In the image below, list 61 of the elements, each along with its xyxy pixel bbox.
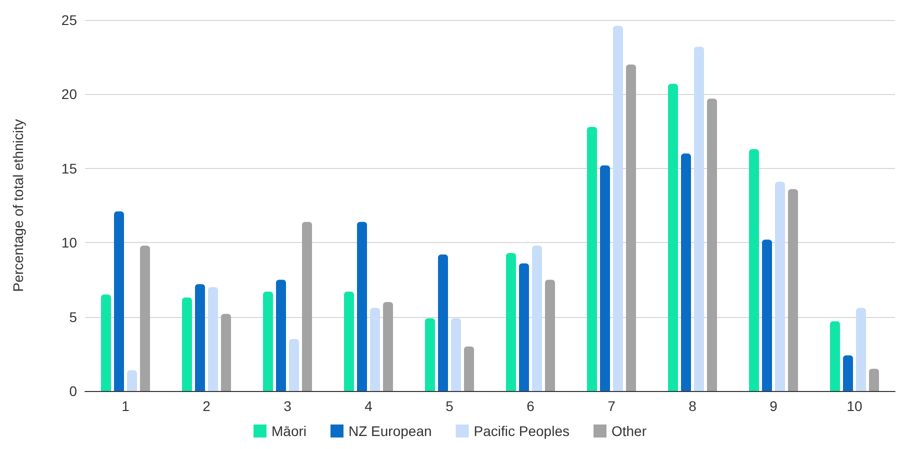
legend-label: Māori [271,423,307,439]
bar [519,263,529,391]
bar [707,98,717,391]
bar [302,222,312,391]
x-tick-label: 1 [122,398,130,414]
x-tick-label: 2 [202,398,211,414]
bar [127,370,137,391]
bar [370,308,380,391]
bar [545,280,555,391]
bar [451,318,461,391]
legend-label: NZ European [348,423,432,439]
x-tick-label: 9 [770,398,778,414]
bar [587,126,597,391]
bar [195,284,205,391]
x-tick-label: 4 [364,398,373,414]
bar [668,84,678,391]
bar [438,254,448,391]
bar [101,294,111,391]
bar [775,182,785,391]
bar [626,64,636,391]
x-tick-label: 7 [608,398,616,414]
y-tick-label: 25 [61,12,78,28]
y-tick-label: 15 [61,160,78,176]
y-axis-title: Percentage of total ethnicity [10,119,26,292]
x-tick-label: 5 [446,398,454,414]
bar [182,298,192,391]
bar [383,302,393,391]
y-tick-label: 0 [69,383,78,399]
bar [140,246,150,391]
y-tick-label: 20 [61,86,78,102]
y-tick-label: 5 [69,308,78,325]
bar [276,280,286,391]
legend-label: Pacific Peoples [474,423,570,439]
bar [869,368,879,391]
bar [221,314,231,391]
x-tick-label: 10 [846,398,862,414]
bar [749,149,759,391]
x-tick-label: 8 [688,398,697,414]
bar [694,46,704,391]
bar [843,355,853,391]
bar [762,240,772,391]
bar [263,292,273,391]
legend-label: Other [611,423,647,439]
bar [464,346,474,391]
bar [613,26,623,391]
bar [856,308,866,391]
bar [425,318,435,391]
x-tick-label: 6 [526,398,535,414]
bar [600,165,610,391]
bar [532,246,542,391]
bar [506,252,516,391]
x-tick-label: 3 [284,398,292,414]
bar [788,189,798,391]
bar [208,287,218,391]
y-tick-label: 10 [61,234,78,251]
bar [289,339,299,391]
bar [114,211,124,391]
bar [344,292,354,391]
bar [830,321,840,391]
bar [681,154,691,391]
bar [357,222,367,391]
